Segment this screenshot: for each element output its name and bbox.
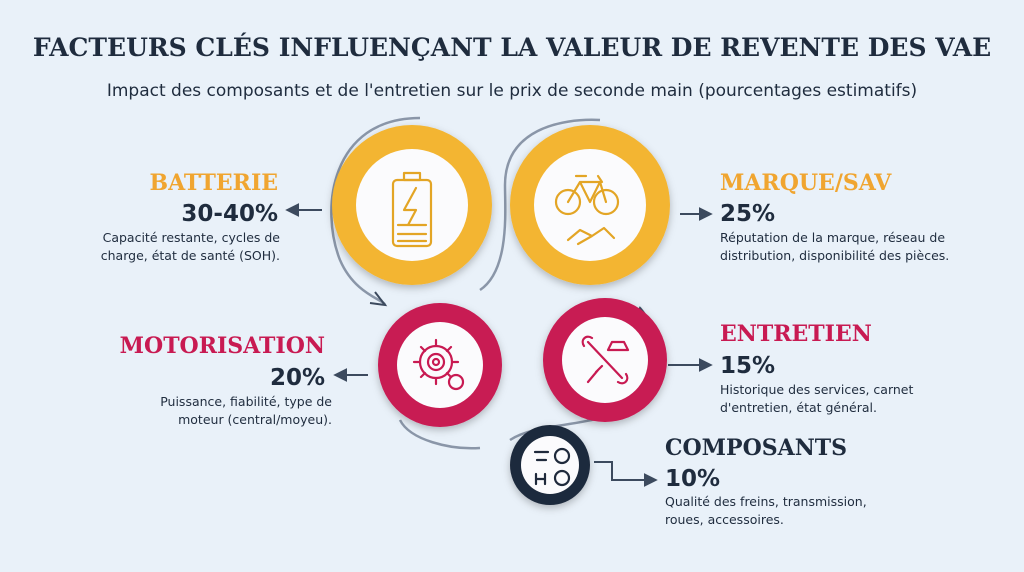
subtitle: Impact des composants et de l'entretien … [107,81,917,101]
maintenance-icon [581,335,630,385]
factor-description: Capacité restante, cycles de [103,230,281,245]
factor-description: d'entretien, état général. [720,400,877,415]
factor-value: 15% [720,353,775,379]
factor-value: 25% [720,201,775,227]
factor-value: 10% [665,466,720,492]
factor-description: Puissance, fiabilité, type de [160,394,332,409]
bike-icon [554,174,620,246]
disc [356,149,468,261]
disc [521,436,579,494]
factor-description: distribution, disponibilité des pièces. [720,248,949,263]
factor-label: MOTORISATION [120,333,325,359]
factor-label: BATTERIE [149,170,278,196]
factor-description: roues, accessoires. [665,512,784,527]
factor-value: 20% [270,365,325,391]
factor-description: charge, état de santé (SOH). [101,248,280,263]
battery-icon [391,171,433,248]
factor-label: COMPOSANTS [665,435,847,461]
disc [534,149,646,261]
factor-label: ENTRETIEN [720,321,872,347]
title: FACTEURS CLÉS INFLUENÇANT LA VALEUR DE R… [33,33,991,62]
factor-description: moteur (central/moyeu). [178,412,332,427]
connector-arrow [369,291,388,307]
motor-icon [412,338,465,391]
disc [397,322,483,408]
factor-label: MARQUE/SAV [720,170,892,196]
factor-description: Qualité des freins, transmission, [665,494,867,509]
components-icon [533,447,571,487]
arrow [594,461,658,487]
connector [330,116,657,450]
factor-description: Réputation de la marque, réseau de [720,230,945,245]
factor-description: Historique des services, carnet [720,382,913,397]
factor-value: 30-40% [181,201,278,227]
circle-group [332,125,670,505]
